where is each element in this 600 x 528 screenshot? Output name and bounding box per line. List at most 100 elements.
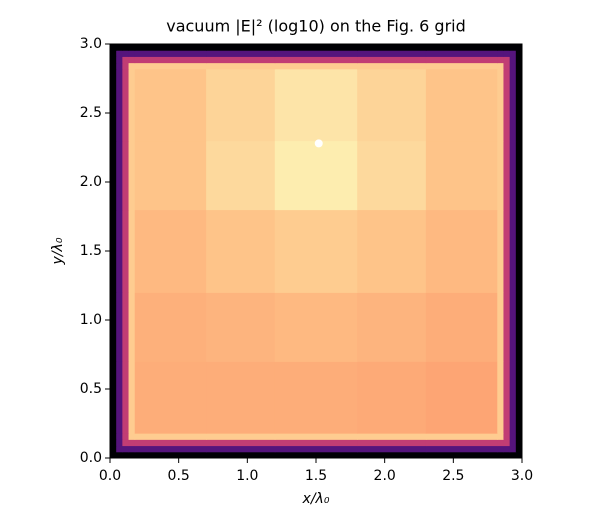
heatmap-cell [128,44,136,51]
heatmap-cell [515,451,523,459]
y-tick-label: 0.5 [80,381,102,397]
heatmap-cell [206,433,276,440]
y-tick-label: 2.0 [80,174,102,190]
heatmap-cell [134,44,207,51]
heatmap-cell [110,209,117,293]
heatmap-cell [128,451,136,459]
heatmap-cell [357,62,427,70]
heatmap-cell [134,68,207,142]
heatmap-cell [110,56,117,64]
heatmap-cell [116,140,123,211]
heatmap-cell [425,361,498,434]
heatmap-cell [357,209,427,293]
heatmap-cell [122,68,130,142]
heatmap-cell [206,451,276,459]
heatmap-cell [515,62,523,70]
heatmap-cell [110,439,117,447]
heatmap-cell [122,451,130,459]
heatmap-cell [274,50,358,57]
heatmap-cell [497,433,504,440]
heatmap-cell [274,209,358,293]
heatmap-cell [206,50,276,57]
y-tick-label: 3.0 [80,36,102,52]
heatmap-cell [515,439,523,447]
heatmap-cell [274,433,358,440]
heatmap-cell [509,44,517,51]
heatmap-cell [116,445,123,453]
heatmap-cell [425,44,498,51]
heatmap-cell [116,439,123,447]
heatmap-cell [274,439,358,447]
y-axis-label: y/λ₀ [50,237,66,265]
x-tick-label: 2.5 [442,468,464,484]
heatmap-cell [497,50,504,57]
heatmap-cell [206,439,276,447]
heatmap-cell [425,451,498,459]
heatmap-cell [128,433,136,440]
heatmap-cell [116,56,123,64]
heatmap-cell [206,56,276,64]
heatmap-cell [497,62,504,70]
heatmap-cell [497,56,504,64]
x-tick-label: 3.0 [511,468,533,484]
heatmap-cell [134,361,207,434]
heatmap-cell [503,292,511,362]
heatmap-cell [497,439,504,447]
heatmap-cell [274,68,358,142]
heatmap-cell [274,44,358,51]
heatmap-cell [110,62,117,70]
heatmap-cell [357,50,427,57]
heatmap-cell [509,68,517,142]
heatmap-cell [515,209,523,293]
heatmap-cell [116,451,123,459]
heatmap-cell [515,44,523,51]
heatmap-cell [128,140,136,211]
heatmap-cell [357,361,427,434]
heatmap-cell [116,361,123,434]
source-point [314,139,323,148]
heatmap-cell [134,292,207,362]
heatmap-cell [503,50,511,57]
heatmap-cell [425,439,498,447]
heatmap-cell [497,361,504,434]
heatmap-cell [515,68,523,142]
heatmap-cell [357,292,427,362]
heatmap-cell [122,433,130,440]
heatmap-cell [206,292,276,362]
heatmap-cell [509,292,517,362]
heatmap-cell [134,209,207,293]
heatmap-cell [425,56,498,64]
heatmap-cell [357,68,427,142]
heatmap-cell [497,140,504,211]
heatmap-cell [116,209,123,293]
heatmap-cell [274,361,358,434]
heatmap-cell [122,292,130,362]
x-tick-label: 0.5 [168,468,190,484]
heatmap-cell [122,439,130,447]
heatmap-cell [425,50,498,57]
heatmap-cell [509,62,517,70]
x-tick-label: 2.0 [374,468,396,484]
heatmap-cell [128,361,136,434]
heatmap-cell [515,433,523,440]
heatmap-cell [110,361,117,434]
y-tick-label: 2.5 [80,105,102,121]
heatmap-cell [357,56,427,64]
heatmap-cell [122,62,130,70]
heatmap-cell [503,439,511,447]
heatmap-cell [122,50,130,57]
heatmap-cell [110,44,117,51]
heatmap-cell [425,445,498,453]
heatmap-cell [357,44,427,51]
heatmap-cell [110,445,117,453]
x-tick-label: 1.0 [236,468,258,484]
heatmap-cell [110,68,117,142]
y-tick-label: 1.0 [80,312,102,328]
heatmap-cell [122,44,130,51]
heatmap-cell [116,62,123,70]
heatmap-cell [116,292,123,362]
heatmap-cell [206,44,276,51]
heatmap-cell [509,209,517,293]
heatmap-cell [274,292,358,362]
